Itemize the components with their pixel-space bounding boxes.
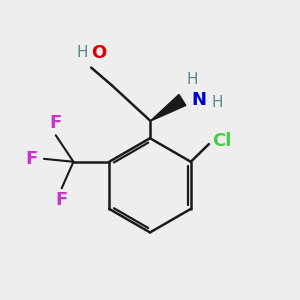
Text: H: H <box>212 95 223 110</box>
Text: F: F <box>50 114 62 132</box>
Text: Cl: Cl <box>212 132 231 150</box>
Text: F: F <box>26 150 38 168</box>
Text: O: O <box>91 44 106 62</box>
Text: H: H <box>187 72 198 87</box>
Text: F: F <box>56 191 68 209</box>
Text: H: H <box>77 45 88 60</box>
Text: N: N <box>191 91 206 109</box>
Polygon shape <box>150 94 186 121</box>
